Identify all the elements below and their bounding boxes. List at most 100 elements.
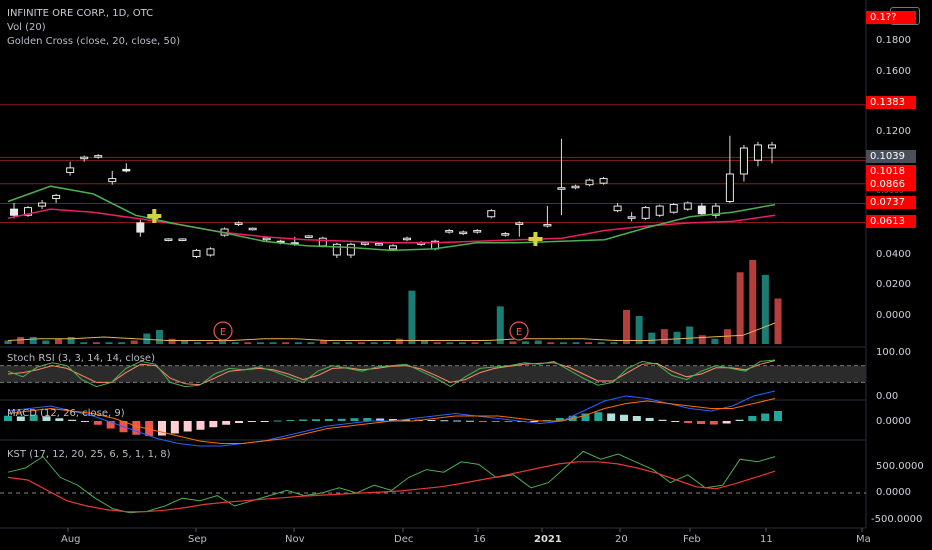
- macd-histogram-bar: [260, 421, 269, 422]
- candle-body: [52, 194, 61, 199]
- volume-bar: [345, 342, 353, 344]
- candle-body: [10, 208, 18, 216]
- volume-bar: [383, 342, 391, 344]
- candle-body: [403, 237, 412, 241]
- volume-bar: [774, 298, 782, 344]
- price-tag-top: 0.1??: [866, 11, 916, 24]
- price-axis-label: 0.1200: [876, 126, 911, 137]
- stoch-rsi-k-line: [7, 359, 776, 388]
- stoch-rsi-d-line: [7, 360, 776, 386]
- candle-body: [164, 238, 173, 241]
- volume-bar: [623, 309, 631, 344]
- candle-body: [318, 237, 327, 247]
- candle-body: [543, 223, 552, 227]
- candle-body: [697, 205, 706, 215]
- volume-bar: [332, 342, 340, 344]
- candle-body: [655, 205, 664, 216]
- candle-body: [38, 202, 47, 207]
- volume-bar: [17, 337, 25, 344]
- volume-bar: [80, 342, 88, 344]
- candle-body: [711, 205, 720, 216]
- volume-bar: [572, 342, 580, 344]
- volume-bar: [92, 342, 100, 344]
- volume-bar: [471, 342, 479, 344]
- volume-bar: [686, 326, 694, 344]
- kst-line: [7, 450, 776, 514]
- earnings-marker-label: E: [220, 327, 226, 338]
- candle-body: [346, 243, 355, 256]
- macd-histogram-bar: [530, 421, 539, 422]
- volume-bar: [105, 342, 113, 344]
- macd-histogram-bar: [620, 414, 628, 421]
- macd-histogram-bar: [658, 419, 667, 421]
- volume-bar: [395, 338, 403, 344]
- candle-body: [585, 179, 594, 186]
- macd-histogram-bar: [209, 421, 218, 428]
- last-price-tag: 0.1039: [866, 150, 916, 163]
- macd-label[interactable]: MACD (12, 26, close, 9): [7, 408, 125, 419]
- volume-bar: [193, 342, 201, 344]
- volume-bar: [446, 342, 454, 344]
- volume-bar: [168, 338, 176, 344]
- volume-bar: [559, 342, 567, 344]
- macd-histogram-bar: [440, 420, 449, 422]
- volume-bar: [610, 342, 618, 344]
- stoch-rsi-label[interactable]: Stoch RSI (3, 3, 14, 14, close): [7, 353, 155, 364]
- candle-body: [94, 155, 103, 158]
- volume-bar: [231, 342, 239, 344]
- macd-histogram-bar: [170, 421, 179, 434]
- price-tag: 0.1018: [866, 165, 916, 178]
- candle-body: [304, 235, 313, 238]
- volume-bar: [433, 342, 441, 344]
- ma-fast-line: [7, 185, 776, 252]
- volume-bar: [294, 342, 302, 344]
- x-axis-label: 20: [615, 534, 628, 545]
- candle-body: [501, 233, 510, 236]
- macd-histogram-bar: [286, 420, 295, 421]
- macd-histogram-bar: [145, 421, 154, 436]
- macd-histogram-bar: [106, 421, 115, 429]
- volume-bar: [408, 290, 416, 344]
- macd-histogram-bar: [29, 414, 38, 421]
- candle-body: [248, 227, 257, 231]
- macd-histogram-bar: [312, 419, 320, 421]
- volume-bar: [648, 332, 656, 344]
- candle-body: [557, 187, 566, 190]
- price-axis-label: 0.0000: [876, 310, 911, 321]
- volume-ma-line: [7, 322, 776, 341]
- volume-bar: [67, 337, 75, 344]
- candle-body: [473, 230, 482, 233]
- kst-axis-label: 500.0000: [876, 461, 924, 472]
- macd-histogram-bar: [247, 421, 256, 422]
- stoch-axis-label: 100.00: [876, 347, 911, 358]
- macd-histogram-bar: [132, 421, 141, 435]
- volume-bar: [118, 342, 126, 344]
- stoch-axis-label: 0.00: [876, 391, 899, 402]
- macd-histogram-bar: [42, 416, 51, 421]
- volume-bar: [269, 342, 277, 344]
- earnings-marker: [509, 321, 529, 341]
- earnings-marker-label: E: [516, 327, 522, 338]
- candle-body: [136, 222, 145, 233]
- macd-histogram-bar: [363, 418, 372, 421]
- x-axis-label: Feb: [683, 534, 701, 545]
- candle-body: [725, 173, 734, 203]
- x-axis-label: 16: [473, 534, 486, 545]
- macd-histogram-bar: [504, 421, 513, 422]
- volume-bar: [54, 338, 62, 344]
- volume-bar: [130, 340, 138, 344]
- volume-bar: [585, 342, 593, 344]
- macd-histogram-bar: [337, 418, 346, 421]
- golden-cross-marker: [528, 231, 543, 246]
- kst-label[interactable]: KST (17, 12, 20, 25, 6, 5, 1, 1, 8): [7, 449, 171, 460]
- volume-bar: [458, 342, 466, 344]
- macd-histogram-bar: [722, 421, 731, 424]
- volume-indicator-label[interactable]: Vol (20): [7, 22, 46, 33]
- ma-slow-line: [7, 208, 776, 244]
- macd-histogram-bar: [478, 421, 487, 422]
- macd-histogram-bar: [401, 419, 410, 421]
- volume-bar: [357, 342, 365, 344]
- x-axis-label: Aug: [61, 534, 81, 545]
- golden-cross-indicator-label[interactable]: Golden Cross (close, 20, close, 50): [7, 36, 181, 47]
